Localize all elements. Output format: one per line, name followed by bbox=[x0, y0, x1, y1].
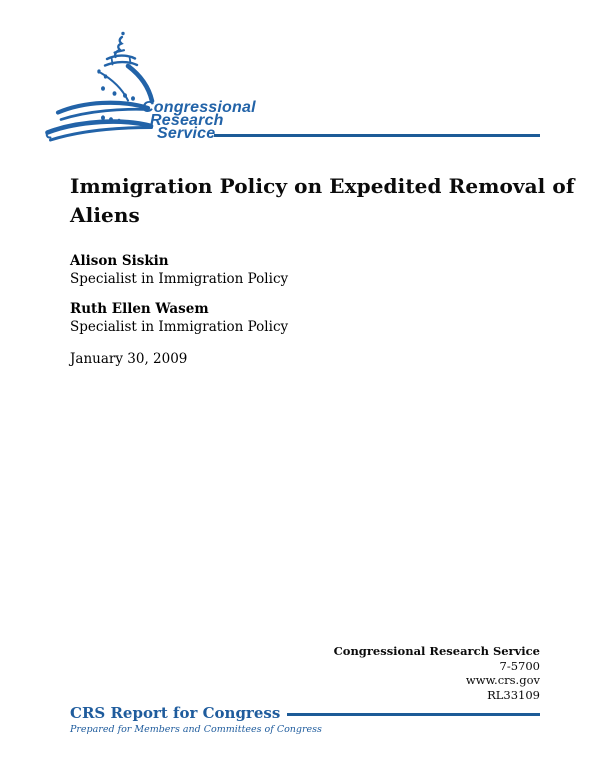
footer-org-name: Congressional Research Service bbox=[333, 644, 540, 658]
footer-phone: 7-5700 bbox=[499, 658, 540, 673]
author-name: Alison Siskin bbox=[70, 253, 169, 269]
footer-banner: CRS Report for Congress bbox=[70, 704, 540, 722]
footer-info-block: Congressional Research Service 7-5700 ww… bbox=[334, 644, 540, 702]
page-title-line1: Immigration Policy on Expedited Removal … bbox=[70, 174, 575, 198]
author-role: Specialist in Immigration Policy bbox=[70, 319, 289, 335]
footer-tagline: Prepared for Members and Committees of C… bbox=[70, 724, 322, 735]
page-title-line2: Aliens bbox=[70, 203, 140, 227]
footer-divider-rule bbox=[287, 712, 540, 716]
report-date: January 30, 2009 bbox=[70, 351, 188, 367]
author-entry: Alison Siskin Specialist in Immigration … bbox=[70, 252, 470, 288]
footer-website: www.crs.gov bbox=[465, 673, 540, 687]
author-entry: Ruth Ellen Wasem Specialist in Immigrati… bbox=[70, 300, 470, 336]
footer-banner-title: CRS Report for Congress bbox=[70, 704, 281, 722]
logo-org-name-line1: Congressional bbox=[142, 99, 256, 116]
logo-org-name-line3: Service bbox=[157, 125, 216, 142]
capitol-dome-icon bbox=[45, 31, 155, 142]
logo-org-name-line2: Research bbox=[150, 112, 224, 129]
author-role: Specialist in Immigration Policy bbox=[70, 271, 289, 287]
author-name: Ruth Ellen Wasem bbox=[70, 301, 209, 317]
footer-report-number: RL33109 bbox=[487, 687, 540, 702]
header-divider-rule bbox=[214, 134, 540, 137]
page-title: Immigration Policy on Expedited Removal … bbox=[70, 172, 575, 230]
